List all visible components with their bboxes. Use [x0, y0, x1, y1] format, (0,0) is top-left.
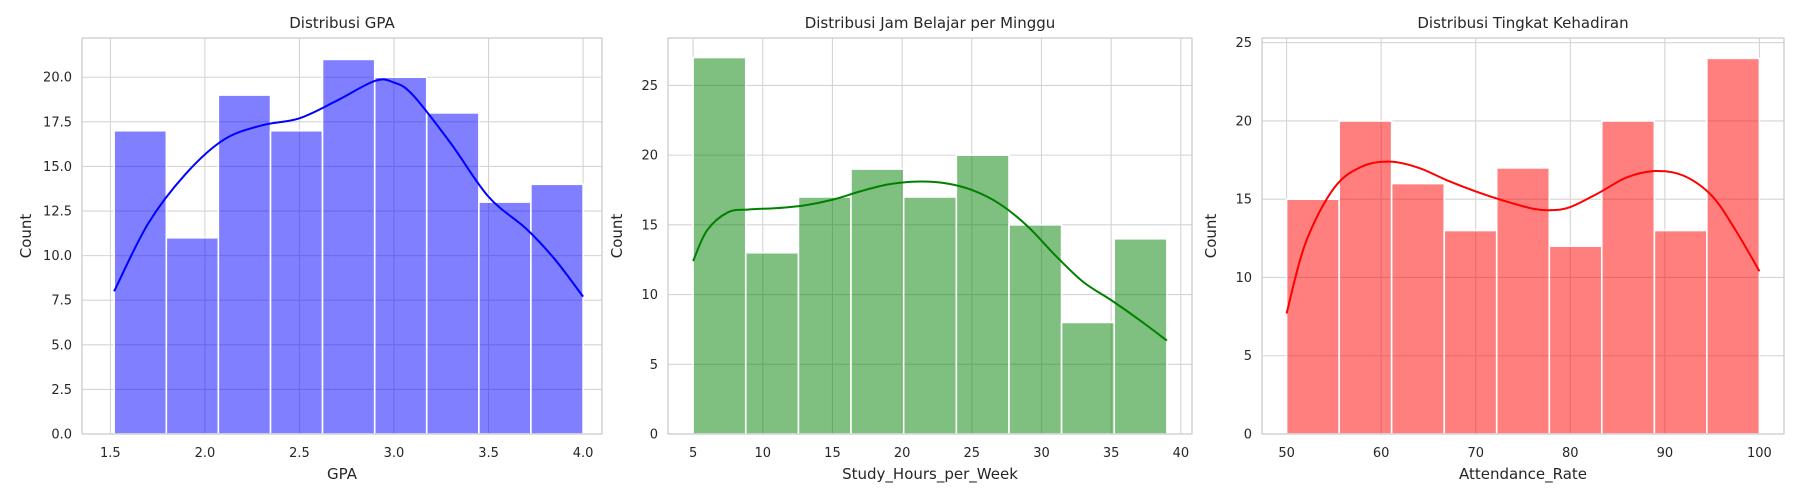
- x-tick-label: 90: [1657, 446, 1674, 461]
- histogram-bar: [1008, 224, 1063, 435]
- x-tick-label: 25: [964, 446, 981, 461]
- y-tick-label: 20: [641, 149, 658, 164]
- y-axis-label: Count: [608, 214, 626, 259]
- x-tick-label: 80: [1562, 446, 1579, 461]
- histogram-bar: [321, 58, 376, 435]
- y-tick-label: 12.5: [43, 205, 72, 220]
- x-tick-label: 10: [754, 446, 771, 461]
- x-tick-label: 2.5: [289, 446, 310, 461]
- x-tick-label: 70: [1467, 446, 1484, 461]
- y-tick-label: 0.0: [51, 428, 72, 443]
- histogram-bar: [1653, 229, 1708, 435]
- plot-frame: [81, 37, 603, 435]
- y-axis-label: Count: [17, 214, 35, 259]
- kde-line: [113, 78, 584, 298]
- histogram-bar: [850, 168, 905, 435]
- y-tick-label: 0: [650, 428, 658, 443]
- histogram-bar: [113, 129, 168, 435]
- histogram-bar: [955, 154, 1010, 435]
- y-tick-label: 2.5: [51, 383, 72, 398]
- y-tick-label: 5: [1244, 349, 1252, 364]
- x-tick-label: 40: [1173, 446, 1190, 461]
- histogram-bar: [269, 129, 324, 435]
- x-tick-label: 60: [1373, 446, 1390, 461]
- kde-line: [1285, 160, 1761, 314]
- histogram-bar: [530, 183, 584, 435]
- histogram-bar: [1285, 198, 1340, 435]
- histogram-bar: [373, 76, 428, 435]
- plot-frame: [1261, 37, 1785, 435]
- y-tick-label: 17.5: [43, 115, 72, 130]
- x-axis-label: GPA: [327, 465, 358, 483]
- y-tick-label: 5.0: [51, 338, 72, 353]
- x-tick-label: 2.0: [195, 446, 216, 461]
- y-tick-label: 15: [641, 218, 658, 233]
- x-tick-label: 5: [689, 446, 697, 461]
- histogram-bar: [1548, 245, 1603, 435]
- y-tick-label: 20: [1235, 114, 1252, 129]
- x-tick-label: 35: [1103, 446, 1120, 461]
- x-tick-label: 30: [1033, 446, 1050, 461]
- histogram-bar: [744, 251, 800, 435]
- histogram-bar: [478, 201, 532, 435]
- y-tick-label: 20.0: [43, 71, 72, 86]
- x-axis-label: Study_Hours_per_Week: [842, 465, 1018, 484]
- y-tick-label: 0: [1244, 428, 1252, 443]
- x-tick-label: 20: [894, 446, 911, 461]
- chart-title: Distribusi Jam Belajar per Minggu: [805, 14, 1056, 32]
- chart-panel-3: 50 60 70 80 90 100 0 5 10 15 20 25 Distribusi Tingka…: [1202, 14, 1785, 484]
- y-tick-label: 10: [641, 288, 658, 303]
- x-tick-label: 100: [1747, 446, 1772, 461]
- histogram-bar: [1390, 182, 1446, 435]
- chart-title: Distribusi GPA: [289, 14, 395, 32]
- x-tick-label: 15: [824, 446, 841, 461]
- histogram-bar: [692, 56, 747, 435]
- plot-frame: [667, 37, 1193, 435]
- histogram-bar: [425, 112, 480, 435]
- chart-panel-2: 5 10 15 20 25 30 35 40 0 5 10 15 20 25 Distribusi Jam …: [608, 14, 1193, 484]
- y-tick-label: 25: [641, 79, 658, 94]
- y-tick-label: 7.5: [51, 294, 72, 309]
- x-axis-label: Attendance_Rate: [1459, 465, 1587, 484]
- y-tick-label: 10.0: [43, 249, 72, 264]
- histogram-bar: [797, 196, 852, 435]
- y-axis-label: Count: [1202, 214, 1220, 259]
- histogram-bar: [1600, 120, 1656, 435]
- histogram-bar: [165, 236, 220, 435]
- histogram-bar: [1443, 229, 1498, 435]
- x-tick-label: 4.0: [573, 446, 594, 461]
- histogram-bar: [1060, 321, 1116, 435]
- y-tick-label: 5: [650, 358, 658, 373]
- kde-line: [692, 180, 1168, 342]
- x-tick-label: 50: [1278, 446, 1295, 461]
- histogram-bar: [1113, 237, 1168, 435]
- histogram-bar: [1495, 167, 1551, 435]
- histogram-bar: [902, 196, 958, 435]
- histogram-bar: [217, 94, 272, 435]
- y-tick-label: 10: [1235, 271, 1252, 286]
- chart-panel-1: 1.5 2.0 2.5 3.0 3.5 4.0 0.0 2.5 5.0 7.5 10.0 12.5 15…: [17, 14, 603, 483]
- y-tick-label: 25: [1235, 36, 1252, 51]
- x-tick-label: 3.0: [384, 446, 405, 461]
- chart-title: Distribusi Tingkat Kehadiran: [1417, 14, 1628, 32]
- histogram-bar: [1338, 120, 1393, 435]
- x-tick-label: 1.5: [100, 446, 121, 461]
- histogram-bar: [1706, 57, 1761, 435]
- x-tick-label: 3.5: [478, 446, 499, 461]
- y-tick-label: 15.0: [43, 160, 72, 175]
- y-tick-label: 15: [1235, 193, 1252, 208]
